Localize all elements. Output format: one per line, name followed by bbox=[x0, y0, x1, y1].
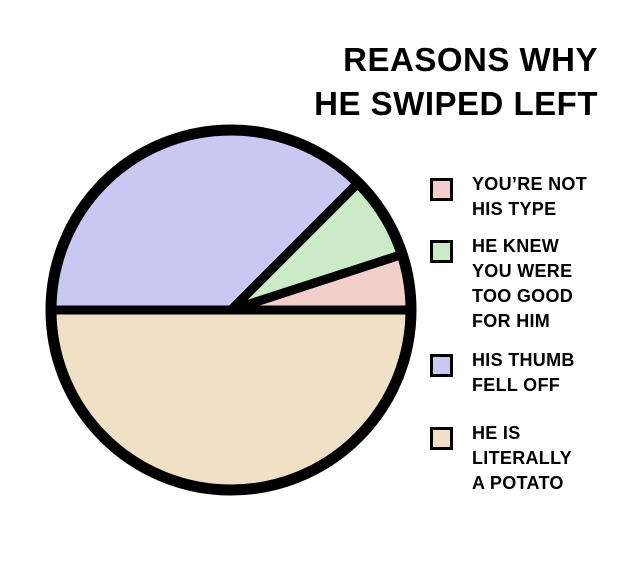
legend-label: HIS THUMB FELL OFF bbox=[472, 350, 575, 395]
legend-swatch bbox=[430, 240, 453, 263]
chart-title: REASONS WHY HE SWIPED LEFT bbox=[314, 41, 598, 122]
legend-swatch bbox=[430, 427, 453, 450]
legend-label: YOU’RE NOT HIS TYPE bbox=[472, 174, 588, 219]
legend-label: HE KNEW YOU WERE TOO GOOD FOR HIM bbox=[472, 236, 574, 331]
pie-slice bbox=[46, 305, 416, 495]
legend-swatch bbox=[430, 178, 453, 201]
pie-outline bbox=[45, 124, 417, 496]
legend-label: HE IS LITERALLY A POTATO bbox=[472, 423, 573, 493]
legend-swatch bbox=[430, 354, 453, 377]
